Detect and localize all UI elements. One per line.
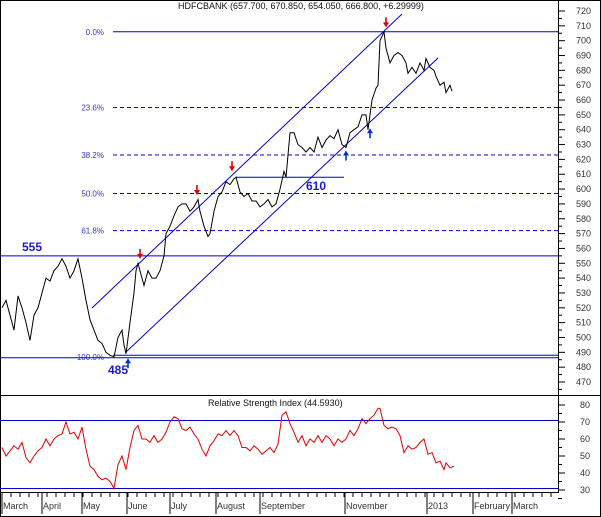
label-555: 555 (22, 240, 42, 254)
rsi-tick-label: 40 (580, 468, 590, 478)
price-axis: 470 480 490 500 510 520 530 540 550 560 570 580 590 6… (558, 6, 591, 390)
rsi-title: Relative Strength Index (44.5930) (208, 398, 343, 408)
price-tick-label: 700 (576, 36, 591, 46)
month-label: August (217, 501, 246, 511)
price-tick-label: 490 (576, 347, 591, 357)
label-485: 485 (108, 363, 128, 377)
price-tick-label: 600 (576, 184, 591, 194)
horizontal-levels (0, 176, 558, 359)
fib-label: 0.0% (86, 28, 104, 37)
price-tick-label: 570 (576, 229, 591, 239)
price-tick-label: 720 (576, 6, 591, 16)
price-tick-label: 550 (576, 258, 591, 268)
rsi-tick-label: 30 (580, 485, 590, 495)
price-tick-label: 580 (576, 214, 591, 224)
price-tick-label: 650 (576, 110, 591, 120)
rsi-tick-label: 70 (580, 417, 590, 427)
fib-label: 23.6% (81, 103, 104, 112)
month-label: March (513, 501, 538, 511)
price-tick-label: 470 (576, 377, 591, 387)
price-tick-label: 530 (576, 288, 591, 298)
rsi-axis: 30 40 50 60 70 80 (558, 400, 590, 499)
trend-channel (91, 13, 439, 353)
month-label: July (171, 501, 188, 511)
price-tick-label: 640 (576, 125, 591, 135)
rsi-line (1, 407, 455, 490)
price-tick-label: 520 (576, 303, 591, 313)
upper-channel-line (91, 13, 403, 309)
month-label: November (346, 501, 388, 511)
fib-label: 50.0% (81, 190, 104, 199)
sell-arrow-icon (229, 161, 235, 172)
time-axis: March April May June July August September Nove… (1, 493, 552, 514)
month-label: May (83, 501, 101, 511)
buy-arrow-icon (343, 150, 349, 161)
price-line (1, 29, 453, 358)
label-610: 610 (306, 179, 326, 193)
rsi-tick-label: 60 (580, 434, 590, 444)
price-tick-label: 620 (576, 154, 591, 164)
month-label: March (3, 501, 28, 511)
month-label: February (474, 501, 511, 511)
month-label: September (261, 501, 305, 511)
rsi-tick-label: 50 (580, 451, 590, 461)
price-tick-label: 540 (576, 273, 591, 283)
month-label: June (128, 501, 148, 511)
price-tick-label: 560 (576, 243, 591, 253)
price-tick-label: 500 (576, 332, 591, 342)
price-tick-label: 510 (576, 318, 591, 328)
price-tick-label: 680 (576, 65, 591, 75)
price-tick-label: 630 (576, 140, 591, 150)
buy-arrow-icon (125, 358, 131, 369)
sell-arrow-icon (137, 248, 143, 259)
sell-arrow-icon (194, 185, 200, 196)
buy-arrow-icon (367, 128, 373, 139)
sell-arrow-icon (383, 17, 389, 28)
price-tick-label: 710 (576, 21, 591, 31)
fib-label: 38.2% (81, 151, 104, 160)
month-label: 2013 (428, 501, 448, 511)
rsi-tick-label: 80 (580, 400, 590, 410)
price-tick-label: 480 (576, 362, 591, 372)
price-tick-label: 690 (576, 51, 591, 61)
price-tick-label: 610 (576, 169, 591, 179)
month-label: April (43, 501, 61, 511)
chart-title: HDFCBANK (657.700, 670.850, 654.050, 666… (178, 1, 424, 11)
fib-label: 61.8% (81, 227, 104, 236)
signal-arrows (125, 17, 389, 369)
price-tick-label: 660 (576, 95, 591, 105)
price-tick-label: 670 (576, 80, 591, 90)
price-tick-label: 590 (576, 199, 591, 209)
lower-channel-line (125, 57, 439, 353)
